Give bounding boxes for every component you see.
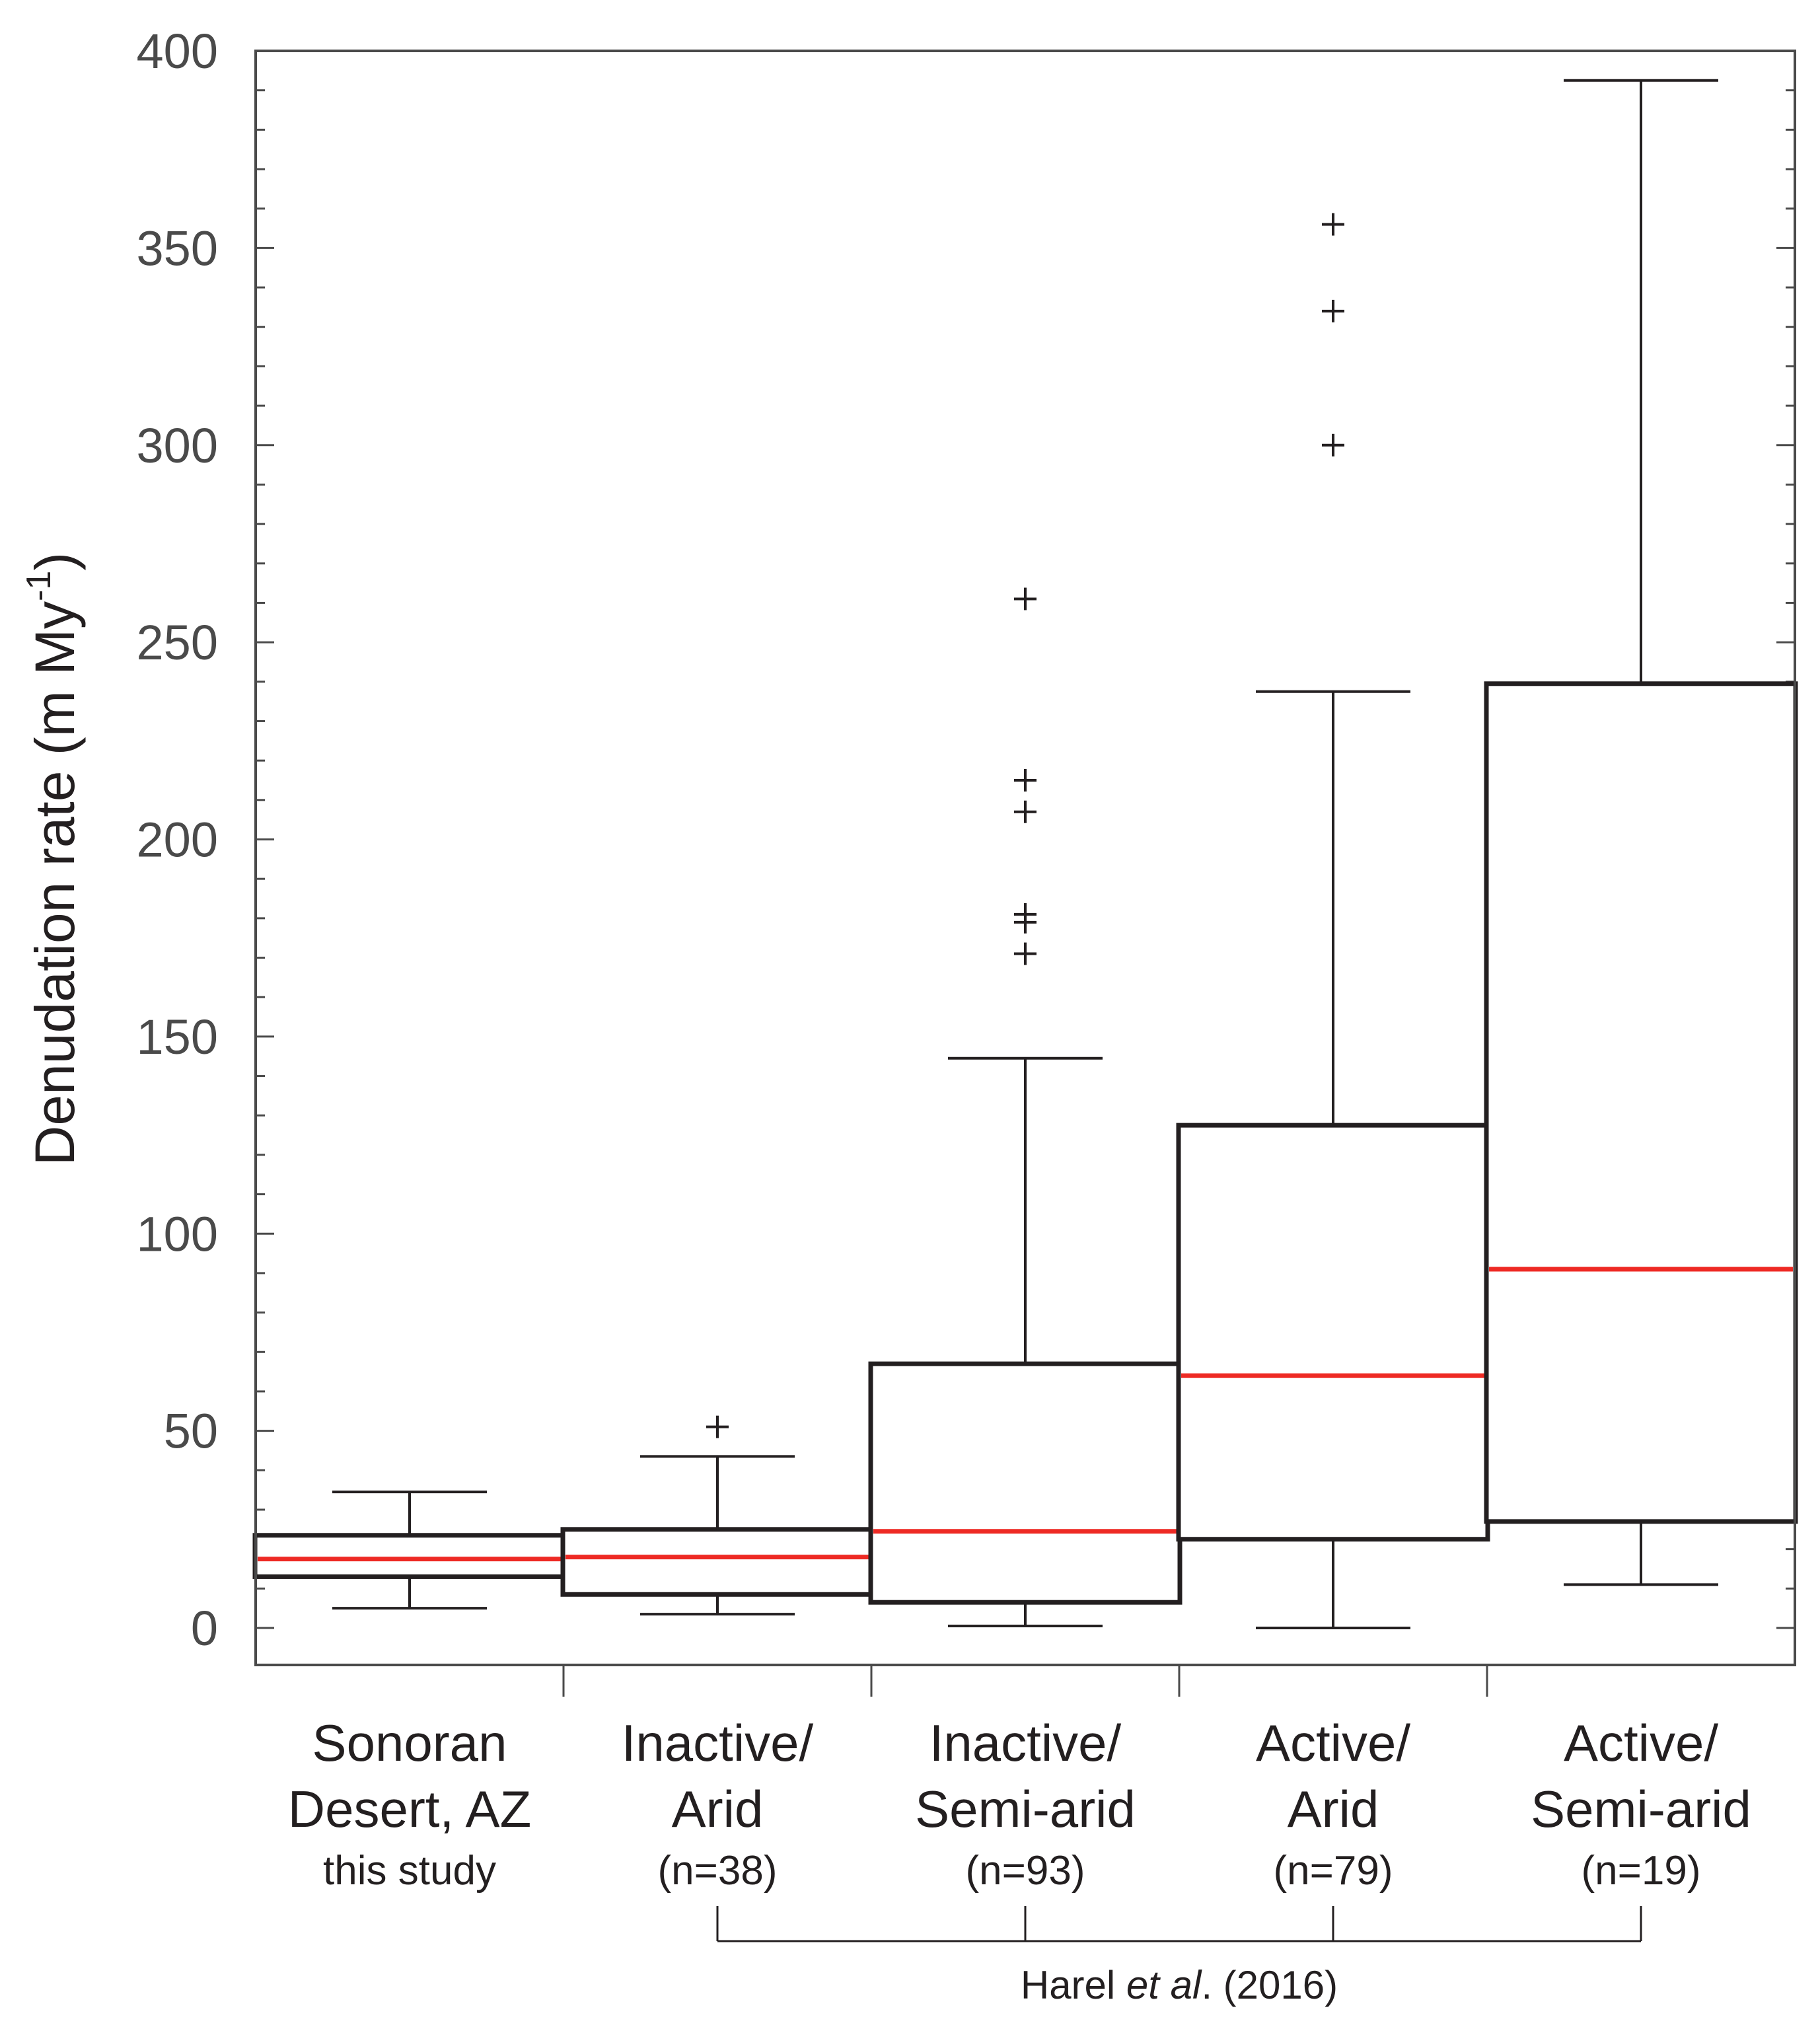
category-label-line2: Desert, AZ [288,1780,531,1838]
category-label-line1: Sonoran [312,1714,507,1772]
category-label-line1: Inactive/ [622,1714,814,1772]
category-label-line2: Semi-arid [915,1780,1136,1838]
y-tick-label: 150 [137,1010,218,1064]
category-sublabel: this study [323,1848,496,1894]
iqr-box [1484,681,1798,1524]
category-label-line1: Active/ [1564,1714,1718,1772]
boxes-layer [252,79,1798,1629]
y-tick-label: 100 [137,1206,218,1261]
y-tick-labels: 0 50 100 150 200 250 300 350 400 [137,24,218,1656]
bracket-label: Harel et al. (2016) [1021,1963,1338,2007]
box-group [1484,79,1798,1586]
y-axis-title-close: ) [24,552,86,571]
bracket-label-suffix: . (2016) [1201,1963,1338,2007]
category-label-line2: Semi-arid [1531,1780,1751,1838]
plot-frame [254,50,1796,1666]
y-tick-label: 50 [164,1404,218,1459]
y-axis-title-text: Denudation rate (m My [24,601,86,1165]
iqr-box [868,1361,1183,1605]
category-sublabel: (n=19) [1582,1848,1701,1894]
box-group [560,1415,875,1616]
y-tick-label: 250 [137,615,218,670]
bracket-label-italic: et al [1126,1963,1202,2007]
category-label-line2: Arid [672,1780,764,1838]
iqr-box [560,1527,875,1597]
y-tick-label: 400 [137,24,218,79]
category-label-line1: Inactive/ [929,1714,1122,1772]
y-tick-label: 300 [137,418,218,473]
y-tick-label: 200 [137,813,218,867]
y-axis-title-superscript: -1 [20,571,58,601]
y-tick-label: 350 [137,221,218,276]
category-label-line2: Arid [1288,1780,1379,1838]
category-labels: Sonoran Desert, AZ this study Inactive/Arid… [288,1714,1751,1894]
box-group [252,1491,567,1610]
category-label-line1: Active/ [1256,1714,1410,1772]
category-sublabel: (n=93) [966,1848,1085,1894]
box-group [868,587,1183,1628]
iqr-box [252,1533,567,1579]
y-axis-title: Denudation rate (m My-1) [20,552,86,1166]
iqr-box [1176,1123,1490,1542]
source-bracket: Harel et al. (2016) [716,1906,1642,2007]
box-group [1176,213,1490,1629]
y-tick-label: 0 [191,1601,218,1656]
category-sublabel: (n=38) [658,1848,778,1894]
bracket-label-prefix: Harel [1021,1963,1126,2007]
category-sublabel: (n=79) [1274,1848,1393,1894]
